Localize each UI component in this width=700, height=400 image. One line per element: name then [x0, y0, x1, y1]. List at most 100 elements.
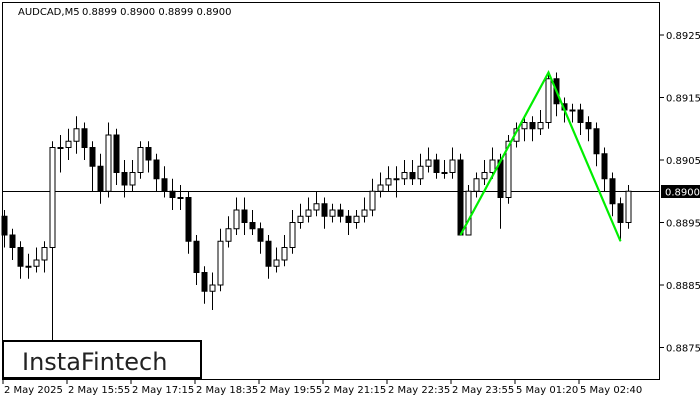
candle-body-bearish — [617, 203, 624, 223]
candle-body-bearish — [169, 190, 176, 198]
candle — [289, 210, 296, 254]
candle — [417, 153, 424, 185]
candle-body-bullish — [537, 122, 544, 130]
candle-body-bullish — [481, 172, 488, 180]
candle-body-bullish — [361, 209, 368, 217]
candle — [385, 166, 392, 192]
candle — [321, 197, 328, 229]
candle-body-bearish — [433, 159, 440, 173]
candle — [209, 272, 216, 310]
candle-body-bearish — [529, 122, 536, 130]
x-tick-label: 2 May 17:15 — [132, 385, 194, 396]
candle — [489, 147, 496, 179]
candle-body-bullish — [297, 215, 304, 223]
candle — [193, 235, 200, 285]
candle — [273, 247, 280, 273]
candle-body-bullish — [217, 240, 224, 286]
candle — [409, 160, 416, 185]
candle-body-bullish — [489, 159, 496, 173]
candle-body-bearish — [185, 197, 192, 242]
candle — [577, 103, 584, 135]
candle-body-bullish — [177, 197, 184, 199]
candle-body-bearish — [9, 234, 16, 248]
candle — [353, 210, 360, 229]
candle-body-bullish — [73, 128, 80, 142]
candle-body-bullish — [369, 190, 376, 211]
candle-body-bullish — [137, 147, 144, 173]
candle — [377, 172, 384, 198]
candle — [121, 160, 128, 198]
candle — [41, 241, 48, 273]
y-tick-label: 0.8925 — [666, 31, 700, 42]
candle-body-bullish — [33, 259, 40, 267]
candle — [345, 210, 352, 235]
candle — [401, 160, 408, 185]
candle-body-bullish — [65, 140, 72, 148]
candle — [57, 135, 64, 173]
x-axis: 2 May 2025 2 May 15:55 2 May 17:15 2 May 18… — [2, 380, 642, 396]
candle — [201, 266, 208, 304]
candle — [217, 228, 224, 292]
candle — [449, 147, 456, 179]
candle — [593, 122, 600, 167]
candle — [465, 185, 472, 236]
candle — [113, 128, 120, 185]
candle — [81, 122, 88, 160]
candle-body-bullish — [49, 147, 56, 248]
candle-body-bearish — [153, 159, 160, 180]
candle-body-bearish — [265, 240, 272, 267]
candle-body-bullish — [393, 178, 400, 181]
candle-body-bearish — [97, 165, 104, 192]
candle-body-bullish — [401, 172, 408, 180]
y-tick-label: 0.8885 — [666, 281, 700, 292]
candle-body-bearish — [241, 209, 248, 223]
candle-body-bullish — [41, 247, 48, 261]
candle-body-bearish — [321, 203, 328, 217]
svg-text:InstaFintech: InstaFintech — [22, 348, 167, 376]
x-tick-label: 2 May 19:55 — [260, 385, 322, 396]
candle-body-bullish — [129, 172, 136, 186]
candle — [433, 153, 440, 179]
x-tick-label: 2 May 15:55 — [68, 385, 130, 396]
chart-ohlc-readout: 0.8899 0.8900 0.8899 0.8900 — [82, 7, 232, 18]
candle — [145, 141, 152, 173]
candle — [369, 178, 376, 217]
candle-body-bearish — [89, 147, 96, 167]
candle — [393, 166, 400, 198]
candle — [249, 210, 256, 235]
candle-body-bullish — [569, 109, 576, 112]
candle — [337, 203, 344, 223]
candle — [473, 172, 480, 198]
x-tick-label: 5 May 02:40 — [580, 385, 642, 396]
candle-body-bearish — [457, 159, 464, 236]
candle-body-bullish — [289, 222, 296, 248]
candle-body-bearish — [577, 109, 584, 123]
candle — [329, 203, 336, 223]
chart-symbol: AUDCAD,M5 — [18, 7, 80, 18]
candle — [225, 216, 232, 248]
y-tick-label: 0.8905 — [666, 156, 700, 167]
candle-body-bullish — [425, 159, 432, 167]
candle-body-bearish — [601, 153, 608, 180]
candle — [537, 110, 544, 135]
x-tick-label: 2 May 23:55 — [452, 385, 514, 396]
candle-body-bearish — [145, 147, 152, 161]
x-tick-label: 2 May 21:15 — [324, 385, 386, 396]
candle-body-bullish — [329, 209, 336, 217]
x-tick-label: 2 May 2025 — [4, 385, 63, 396]
x-tick-label: 2 May 18:35 — [196, 385, 258, 396]
x-tick-label: 5 May 01:20 — [516, 385, 578, 396]
candle-body-bullish — [521, 122, 528, 130]
y-tick-label: 0.8915 — [666, 94, 700, 105]
y-tick-label: 0.8895 — [666, 219, 700, 230]
candle-body-bearish — [345, 215, 352, 223]
candle-body-bullish — [281, 247, 288, 261]
current-price-label: 0.8900 — [661, 185, 700, 199]
candle — [257, 222, 264, 254]
candle-body-bearish — [113, 134, 120, 173]
candle-body-bearish — [1, 215, 8, 236]
candle — [545, 72, 552, 129]
candle-body-bullish — [385, 178, 392, 186]
candle-body-bullish — [313, 203, 320, 211]
candle — [425, 147, 432, 173]
